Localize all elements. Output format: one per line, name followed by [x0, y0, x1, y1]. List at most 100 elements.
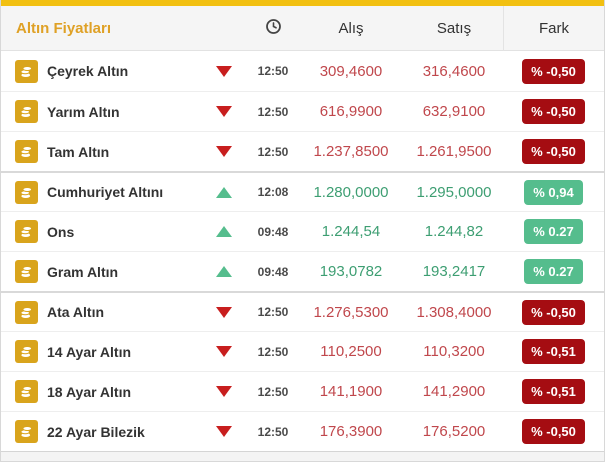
change-cell: % -0,51 [503, 339, 604, 364]
table-row[interactable]: Yarım Altın 12:50 616,9900 632,9100 % -0… [1, 91, 604, 131]
sell-price: 141,2900 [422, 383, 486, 400]
table-row[interactable]: Gram Altın 09:48 193,0782 193,2417 % 0.2… [1, 251, 604, 291]
change-cell: % 0.27 [503, 259, 604, 284]
trend-cell [199, 386, 249, 397]
trend-cell [199, 266, 249, 277]
update-time: 12:50 [257, 104, 289, 119]
trend-cell [199, 186, 249, 198]
table-row[interactable]: Cumhuriyet Altını 12:08 1.280,0000 1.295… [1, 171, 604, 211]
change-cell: % 0.27 [503, 219, 604, 244]
asset-name: Ata Altın [47, 304, 105, 320]
asset-name: Yarım Altın [47, 103, 120, 120]
asset-name: Gram Altın [47, 263, 119, 280]
gold-coins-icon [15, 100, 38, 123]
asset-name: Ons [47, 223, 75, 240]
buy-price: 1.244,54 [321, 223, 381, 240]
trend-arrow-icon [216, 106, 232, 117]
asset-name-cell: Yarım Altın [1, 100, 199, 123]
asset-name: Çeyrek Altın [47, 63, 129, 79]
update-time: 12:50 [257, 384, 289, 399]
sell-price: 176,5200 [422, 423, 486, 440]
buy-price: 141,1900 [319, 383, 383, 400]
update-time: 12:50 [257, 144, 289, 159]
asset-name-cell: Gram Altın [1, 260, 199, 283]
table-row[interactable]: 22 Ayar Bilezik 12:50 176,3900 176,5200 … [1, 411, 604, 451]
trend-cell [199, 146, 249, 157]
sell-price: 1.244,82 [424, 223, 484, 240]
update-time: 12:08 [257, 185, 289, 199]
change-badge: % 0.27 [524, 219, 583, 244]
table-row[interactable]: Çeyrek Altın 12:50 309,4600 316,4600 % -… [1, 51, 604, 91]
trend-arrow-icon [216, 346, 232, 357]
gold-coins-icon [15, 59, 38, 83]
table-row[interactable]: 18 Ayar Altın 12:50 141,1900 141,2900 % … [1, 371, 604, 411]
trend-cell [199, 346, 249, 357]
trend-arrow-icon [216, 65, 232, 77]
table-header: Altın Fiyatları Alış Satış Fark [1, 6, 604, 51]
trend-arrow-icon [216, 226, 232, 237]
asset-name-cell: 14 Ayar Altın [1, 340, 199, 363]
buy-price: 1.276,5300 [313, 303, 389, 321]
update-time: 12:50 [257, 305, 289, 319]
table-row[interactable]: 14 Ayar Altın 12:50 110,2500 110,3200 % … [1, 331, 604, 371]
asset-name-cell: Cumhuriyet Altını [1, 180, 199, 204]
table-row[interactable]: Ons 09:48 1.244,54 1.244,82 % 0.27 [1, 211, 604, 251]
trend-arrow-icon [216, 426, 232, 437]
change-cell: % -0,51 [503, 379, 604, 404]
change-cell: % -0,50 [503, 99, 604, 124]
sell-price: 1.261,9500 [416, 143, 492, 160]
gold-coins-icon [15, 260, 38, 283]
change-badge: % -0,50 [522, 419, 585, 444]
trend-arrow-icon [216, 186, 232, 198]
change-badge: % -0,50 [522, 58, 585, 84]
update-time: 12:50 [257, 64, 289, 78]
column-header-sell: Satış [436, 20, 472, 37]
update-time: 12:50 [257, 344, 289, 359]
asset-name: 18 Ayar Altın [47, 383, 132, 400]
asset-name: 22 Ayar Bilezik [47, 423, 145, 440]
table-row[interactable]: Tam Altın 12:50 1.237,8500 1.261,9500 % … [1, 131, 604, 171]
change-cell: % -0,50 [503, 58, 604, 84]
change-cell: % -0,50 [503, 299, 604, 325]
page-title: Altın Fiyatları [16, 20, 112, 37]
asset-name-cell: Ata Altın [1, 300, 199, 324]
sell-price: 110,3200 [423, 343, 485, 360]
table-row[interactable]: Ata Altın 12:50 1.276,5300 1.308,4000 % … [1, 291, 604, 331]
sell-price: 193,2417 [422, 263, 486, 280]
asset-name: Tam Altın [47, 143, 110, 160]
asset-name-cell: Ons [1, 220, 199, 243]
gold-coins-icon [15, 340, 38, 363]
price-rows: Çeyrek Altın 12:50 309,4600 316,4600 % -… [1, 51, 604, 451]
gold-coins-icon [15, 220, 38, 243]
accent-top-bar [1, 0, 604, 6]
asset-name-cell: 22 Ayar Bilezik [1, 420, 199, 443]
buy-price: 1.237,8500 [313, 143, 389, 160]
footer-strip [1, 451, 604, 461]
trend-arrow-icon [216, 306, 232, 318]
trend-cell [199, 65, 249, 77]
change-badge: % -0,51 [522, 339, 585, 364]
gold-coins-icon [15, 420, 38, 443]
gold-coins-icon [15, 140, 38, 163]
sell-price: 632,9100 [422, 103, 486, 120]
trend-cell [199, 106, 249, 117]
change-badge: % 0.27 [524, 259, 583, 284]
update-time: 09:48 [257, 224, 289, 239]
asset-name-cell: Çeyrek Altın [1, 59, 199, 83]
update-time: 12:50 [257, 424, 289, 439]
trend-cell [199, 426, 249, 437]
change-cell: % -0,50 [503, 419, 604, 444]
buy-price: 309,4600 [319, 62, 383, 80]
change-cell: % 0,94 [503, 179, 604, 205]
sell-price: 1.295,0000 [416, 183, 492, 201]
buy-price: 193,0782 [319, 263, 383, 280]
buy-price: 110,2500 [320, 343, 382, 360]
clock-icon [265, 18, 282, 39]
change-badge: % -0,51 [522, 379, 585, 404]
buy-price: 616,9900 [319, 103, 383, 120]
gold-coins-icon [15, 380, 38, 403]
change-badge: % -0,50 [522, 299, 585, 325]
update-time: 09:48 [257, 264, 289, 279]
sell-price: 1.308,4000 [416, 303, 492, 321]
